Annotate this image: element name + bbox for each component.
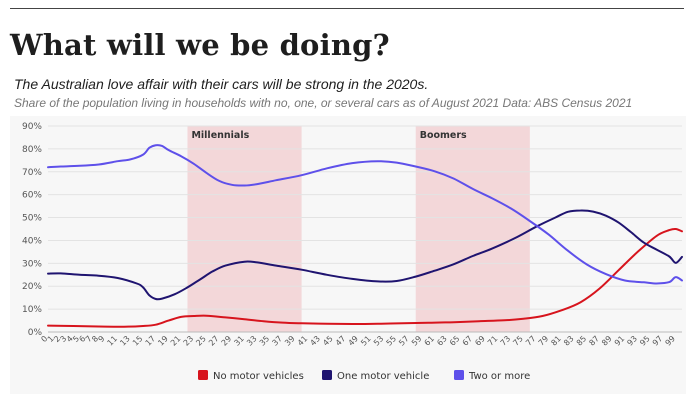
x-tick-label: 69 bbox=[473, 334, 487, 348]
x-tick-label: 33 bbox=[245, 334, 259, 348]
x-tick-label: 95 bbox=[638, 334, 652, 348]
x-tick-label: 8 bbox=[90, 334, 100, 344]
series-line-2 bbox=[47, 144, 683, 285]
x-tick-label: 53 bbox=[372, 334, 386, 348]
legend: No motor vehicles One motor vehicle Two or… bbox=[198, 370, 530, 382]
legend-label: Two or more bbox=[468, 371, 530, 382]
chart-description: Share of the population living in househ… bbox=[14, 96, 633, 110]
x-tick-label: 91 bbox=[613, 334, 627, 348]
x-tick-label: 67 bbox=[461, 334, 475, 348]
x-tick-label: 71 bbox=[486, 334, 500, 348]
band-label: Millennials bbox=[191, 130, 249, 141]
x-tick-label: 73 bbox=[499, 334, 513, 348]
page-title: What will we be doing? bbox=[10, 28, 390, 62]
y-tick-label: 0% bbox=[28, 328, 43, 338]
band-boomers bbox=[415, 126, 530, 332]
x-tick-label: 13 bbox=[118, 334, 132, 348]
top-rule bbox=[10, 8, 684, 9]
legend-swatch bbox=[322, 370, 332, 380]
x-tick-label: 93 bbox=[625, 334, 639, 348]
x-tick-label: 59 bbox=[410, 334, 424, 348]
x-tick-label: 43 bbox=[308, 334, 322, 348]
x-tick-label: 15 bbox=[131, 334, 145, 348]
series-line-1 bbox=[47, 209, 683, 301]
y-tick-label: 80% bbox=[22, 145, 42, 155]
x-tick-label: 23 bbox=[182, 334, 196, 348]
generation-bands: Millennials Boomers bbox=[187, 126, 530, 332]
x-tick-label: 27 bbox=[207, 334, 221, 348]
x-tick-label: 6 bbox=[77, 334, 87, 344]
x-tick-label: 1 bbox=[46, 334, 56, 344]
gridlines bbox=[48, 125, 682, 333]
x-tick-label: 51 bbox=[359, 334, 373, 348]
y-tick-label: 30% bbox=[22, 259, 42, 269]
x-tick-label: 39 bbox=[283, 334, 297, 348]
x-tick-label: 2 bbox=[52, 334, 62, 344]
y-tick-label: 20% bbox=[22, 282, 42, 292]
y-axis: 0% 10% 20% 30% 40% 50% 60% 70% 80% 90% bbox=[22, 122, 42, 338]
x-tick-label: 41 bbox=[296, 334, 310, 348]
x-tick-label: 57 bbox=[397, 334, 411, 348]
x-tick-label: 49 bbox=[347, 334, 361, 348]
y-tick-label: 50% bbox=[22, 214, 42, 224]
x-tick-label: 97 bbox=[651, 334, 665, 348]
x-tick-label: 47 bbox=[334, 334, 348, 348]
x-tick-label: 17 bbox=[144, 334, 158, 348]
x-tick-label: 75 bbox=[511, 334, 525, 348]
x-tick-label: 61 bbox=[423, 334, 437, 348]
series-lines bbox=[47, 144, 683, 328]
x-tick-label: 79 bbox=[537, 334, 551, 348]
x-tick-label: 4 bbox=[65, 334, 75, 344]
x-tick-label: 3 bbox=[58, 334, 68, 344]
x-tick-label: 45 bbox=[321, 334, 335, 348]
x-tick-label: 35 bbox=[258, 334, 272, 348]
x-tick-label: 65 bbox=[448, 334, 462, 348]
x-tick-label: 81 bbox=[549, 334, 563, 348]
x-tick-label: 25 bbox=[194, 334, 208, 348]
y-tick-label: 90% bbox=[22, 122, 42, 132]
x-tick-label: 87 bbox=[587, 334, 601, 348]
x-tick-label: 77 bbox=[524, 334, 538, 348]
chart-area: Millennials Boomers 0% 10% 20% 30% 40% 50% 60% 7… bbox=[10, 116, 686, 394]
legend-label: One motor vehicle bbox=[337, 371, 429, 382]
x-tick-label: 19 bbox=[156, 334, 170, 348]
legend-swatch bbox=[454, 370, 464, 380]
y-tick-label: 40% bbox=[22, 236, 42, 246]
x-tick-label: 21 bbox=[169, 334, 183, 348]
y-tick-label: 70% bbox=[22, 168, 42, 178]
x-tick-label: 5 bbox=[71, 334, 81, 344]
band-label: Boomers bbox=[420, 130, 467, 141]
x-tick-label: 37 bbox=[270, 334, 284, 348]
x-tick-label: 0 bbox=[39, 334, 49, 344]
x-tick-label: 83 bbox=[562, 334, 576, 348]
x-tick-label: 55 bbox=[385, 334, 399, 348]
series-line-0 bbox=[47, 227, 683, 328]
chart-subtitle: The Australian love affair with their ca… bbox=[14, 76, 429, 92]
y-tick-label: 60% bbox=[22, 191, 42, 201]
legend-swatch bbox=[198, 370, 208, 380]
band-millennials bbox=[187, 126, 302, 332]
x-tick-label: 9 bbox=[97, 334, 107, 344]
y-tick-label: 10% bbox=[22, 305, 42, 315]
x-tick-label: 85 bbox=[575, 334, 589, 348]
x-tick-label: 89 bbox=[600, 334, 614, 348]
x-tick-label: 63 bbox=[435, 334, 449, 348]
x-tick-label: 29 bbox=[220, 334, 234, 348]
x-tick-label: 31 bbox=[232, 334, 246, 348]
x-tick-label: 7 bbox=[84, 334, 94, 344]
x-tick-label: 11 bbox=[106, 334, 120, 348]
x-tick-label: 99 bbox=[664, 334, 678, 348]
line-chart: Millennials Boomers 0% 10% 20% 30% 40% 50% 60% 7… bbox=[22, 122, 683, 382]
legend-label: No motor vehicles bbox=[213, 371, 304, 382]
